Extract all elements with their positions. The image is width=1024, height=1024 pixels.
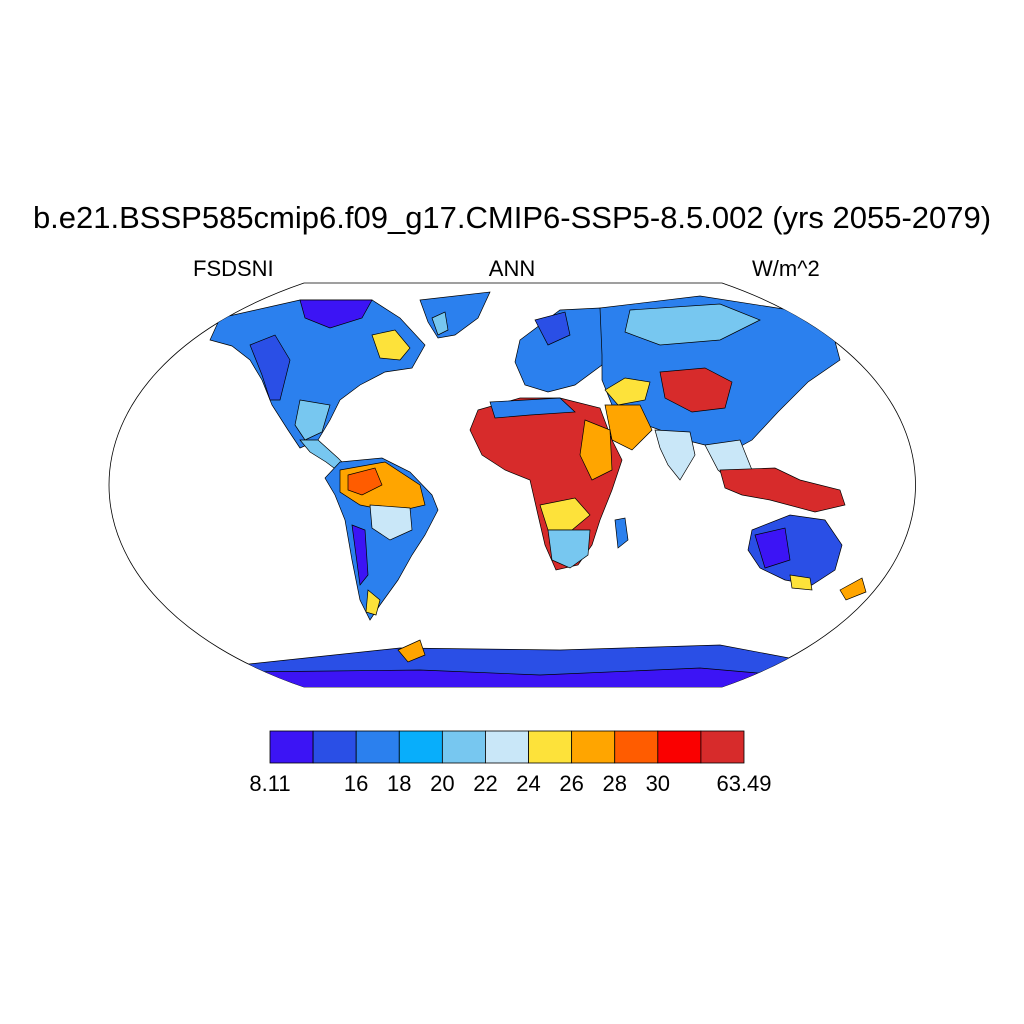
- indonesia-islands: [719, 467, 846, 513]
- colorbar-swatch: [269, 730, 314, 764]
- colorbar-swatch: [700, 730, 745, 764]
- antarctica-deep: [234, 667, 791, 687]
- africa-south: [547, 529, 591, 569]
- colorbar-tick-label: 16: [343, 771, 369, 796]
- na-east-warm: [371, 329, 411, 361]
- colorbar-tick-label: 26: [559, 771, 584, 796]
- colorbar-swatch: [657, 730, 702, 764]
- colorbar-tick-label: 24: [516, 771, 541, 796]
- central-asia-hot: [659, 367, 733, 413]
- colorbar-swatch: [355, 730, 400, 764]
- colorbar-swatch: [614, 730, 659, 764]
- middle-east-yellow: [604, 377, 651, 406]
- colorbar-tick-label: 63.49: [716, 771, 772, 796]
- greenland-east: [431, 311, 449, 336]
- siberia-light: [624, 303, 761, 346]
- madagascar: [614, 517, 629, 549]
- africa-central-yellow: [539, 497, 591, 531]
- australia-south-warm: [789, 574, 813, 591]
- colorbar-swatch: [312, 730, 357, 764]
- colorbar-tick-label: 30: [645, 771, 671, 796]
- na-south-light: [294, 399, 331, 441]
- sa-hotspot: [347, 467, 383, 496]
- colorbar-tick-label: 22: [473, 771, 498, 796]
- colorbar-tick-label: 8.11: [249, 771, 291, 796]
- africa-north-blue: [489, 397, 576, 419]
- colorbar-swatch: [571, 730, 616, 764]
- colorbar-swatch: [441, 730, 486, 764]
- arabia: [604, 404, 653, 451]
- plot-title: b.e21.BSSP585cmip6.f09_g17.CMIP6-SSP5-8.…: [32, 200, 992, 235]
- na-arctic-islands: [299, 299, 373, 329]
- new-zealand: [839, 577, 867, 601]
- europe-landmass: [514, 307, 613, 393]
- variable-label: FSDSNI: [193, 256, 274, 281]
- north-america-landmass: [209, 299, 426, 449]
- colorbar-swatch: [485, 730, 529, 764]
- antarctic-peninsula: [397, 639, 426, 663]
- india: [654, 429, 696, 481]
- sa-south-yellow: [365, 589, 381, 616]
- sa-central-light: [369, 504, 413, 541]
- na-west-blue: [249, 334, 291, 401]
- colorbar-swatch: [398, 730, 443, 764]
- colorbar-tick-label: 18: [387, 771, 412, 796]
- colorbar-tick-label: 28: [602, 771, 627, 796]
- australia-west-deep: [754, 527, 791, 569]
- colorbar-tick-label: 20: [430, 771, 455, 796]
- sa-andes-blue: [351, 524, 369, 586]
- africa-east-orange: [579, 419, 613, 481]
- season-label: ANN: [488, 256, 536, 281]
- colorbar-swatch: [528, 730, 573, 764]
- scandinavia: [534, 311, 571, 346]
- units-label: W/m^2: [752, 256, 820, 281]
